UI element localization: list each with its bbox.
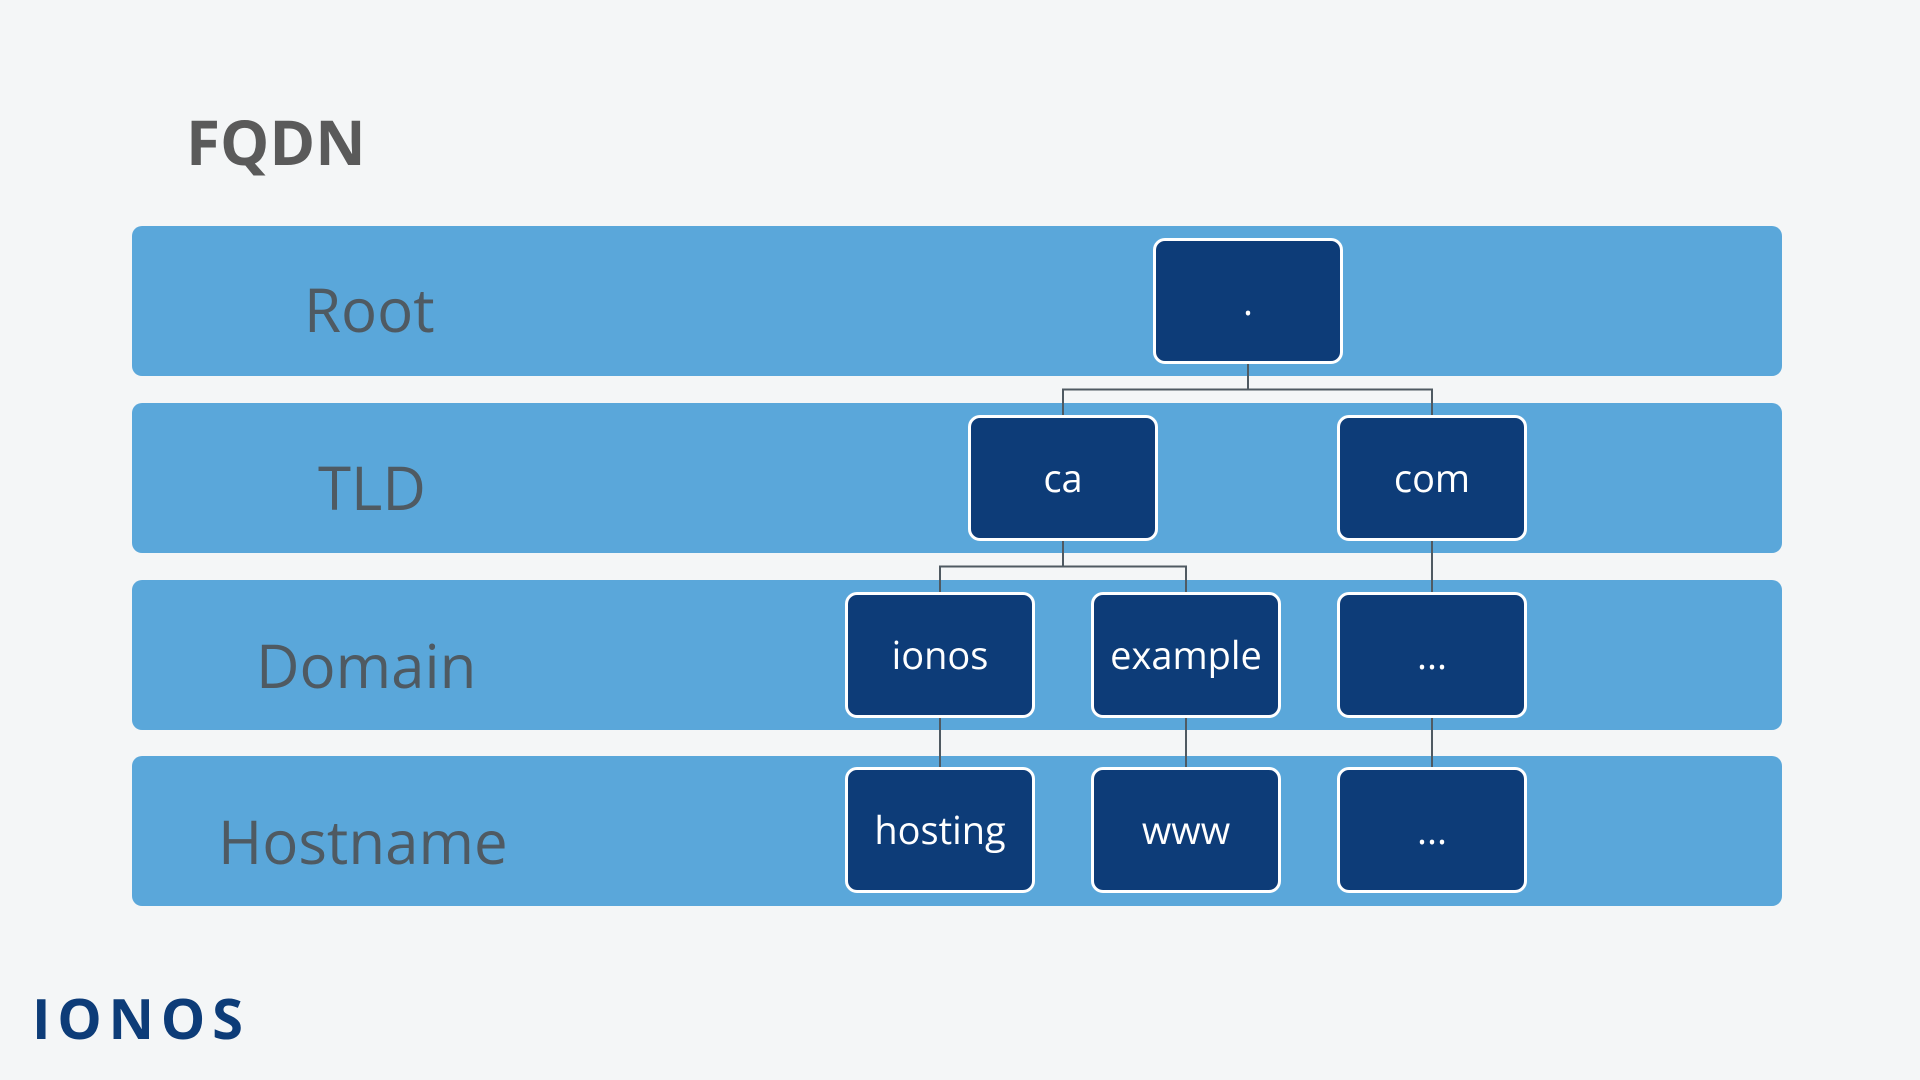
- node-tld-ca: ca: [968, 415, 1158, 541]
- edge-root-dot-to-tld-com: [1248, 364, 1432, 415]
- edge-root-dot-to-tld-ca: [1063, 364, 1248, 415]
- page-title: FQDN: [186, 100, 366, 184]
- brand-logo-text: IONOS: [32, 980, 250, 1056]
- node-tld-com: com: [1337, 415, 1527, 541]
- node-dom-ionos: ionos: [845, 592, 1035, 718]
- node-root-dot: .: [1153, 238, 1343, 364]
- node-host-hosting: hosting: [845, 767, 1035, 893]
- node-dom-example: example: [1091, 592, 1281, 718]
- diagram-canvas: RootTLDDomainHostname.cacomionosexample.…: [0, 0, 1920, 1080]
- node-host-www: www: [1091, 767, 1281, 893]
- edge-tld-ca-to-dom-example: [1063, 541, 1186, 592]
- node-dom-more: ...: [1337, 592, 1527, 718]
- node-host-more: ...: [1337, 767, 1527, 893]
- edge-tld-ca-to-dom-ionos: [940, 541, 1063, 592]
